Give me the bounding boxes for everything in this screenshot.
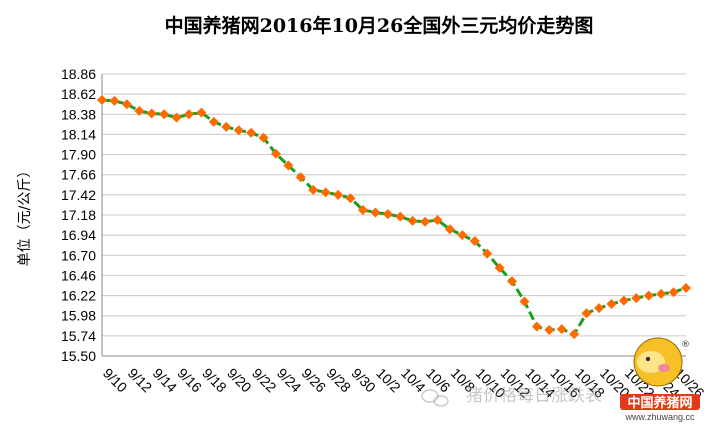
data-point [531, 321, 542, 332]
data-point [370, 207, 381, 218]
data-point [556, 324, 567, 335]
x-tick-label: 9/14 [150, 365, 181, 396]
series-layer [97, 95, 691, 340]
data-point [146, 108, 157, 119]
y-tick-label: 16.46 [61, 267, 96, 283]
data-point [544, 324, 555, 335]
x-tick-label: 9/16 [174, 365, 205, 396]
grid-layer [101, 73, 686, 357]
y-tick-label: 17.18 [61, 207, 96, 223]
data-point [395, 211, 406, 222]
y-tick-label: 17.42 [61, 187, 96, 203]
data-point [183, 109, 194, 120]
y-tick-label: 18.14 [61, 126, 96, 142]
y-tick-label: 16.22 [61, 288, 96, 304]
y-tick-label: 15.50 [61, 348, 96, 364]
data-point [681, 283, 691, 294]
data-point [357, 204, 368, 215]
x-tick-label: 9/28 [324, 365, 355, 396]
data-point [246, 127, 257, 138]
x-tick-labels: 9/109/129/149/169/189/209/229/249/269/28… [100, 365, 708, 401]
data-point [283, 160, 294, 171]
data-point [382, 209, 393, 220]
data-point [109, 95, 120, 106]
data-point [407, 215, 418, 226]
data-point [233, 125, 244, 136]
data-point [507, 276, 518, 287]
y-tick-label: 15.98 [61, 308, 96, 324]
data-point [594, 303, 605, 314]
x-tick-label: 10/2 [373, 365, 404, 396]
data-point [569, 329, 580, 340]
series-line [101, 98, 687, 337]
x-tick-label: 9/10 [100, 365, 131, 396]
data-point [618, 295, 629, 306]
data-point [258, 132, 269, 143]
wechat-icon [421, 389, 449, 407]
x-tick-label: 9/24 [274, 365, 305, 396]
y-tick-labels: 15.50 15.74 15.98 16.22 16.46 16.70 16.94 17.18… [61, 66, 96, 364]
y-tick-label: 17.90 [61, 147, 96, 163]
data-point [221, 121, 232, 132]
x-tick-label: 9/26 [299, 365, 330, 396]
data-point [295, 172, 306, 183]
x-tick-label: 9/20 [224, 365, 255, 396]
data-point [656, 288, 667, 299]
y-tick-label: 18.62 [61, 86, 96, 102]
logo-text: 中国养猪网 [627, 395, 692, 411]
data-point [320, 187, 331, 198]
data-point [581, 308, 592, 319]
data-point [134, 105, 145, 116]
y-tick-label: 17.66 [61, 167, 96, 183]
data-point [668, 287, 679, 298]
data-point [631, 293, 642, 304]
data-point [432, 215, 443, 226]
data-point [208, 116, 219, 127]
data-point [457, 230, 468, 241]
y-tick-label: 16.70 [61, 247, 96, 263]
x-tick-label: 9/22 [249, 365, 280, 396]
y-axis-label: 单位（元/公斤） [17, 164, 33, 267]
data-point [444, 224, 455, 235]
zhuwang-logo: ® 中国养猪网 www.zhuwang.cc [620, 337, 700, 422]
y-tick-label: 18.38 [61, 106, 96, 122]
data-point [519, 296, 530, 307]
data-point [333, 189, 344, 200]
watermark-text: 猪价格每日涨跌表 [466, 386, 602, 406]
data-point [482, 248, 493, 259]
data-point [308, 184, 319, 195]
data-point [97, 95, 107, 106]
data-point [270, 148, 281, 159]
data-point [643, 290, 654, 301]
data-point [469, 236, 480, 247]
y-tick-label: 15.74 [61, 328, 96, 344]
data-point [196, 107, 207, 118]
data-point [494, 262, 505, 273]
data-point [606, 298, 617, 309]
y-tick-label: 16.94 [61, 227, 96, 243]
y-tick-label: 18.86 [61, 66, 96, 82]
data-point [345, 193, 356, 204]
registered-mark: ® [681, 340, 690, 350]
chart-title: 中国养猪网2016年10月26全国外三元均价走势图 [165, 14, 594, 37]
data-point [121, 99, 132, 110]
data-point [420, 216, 431, 227]
data-point [171, 112, 182, 123]
x-tick-label: 9/30 [348, 365, 379, 396]
x-tick-label: 9/18 [199, 365, 230, 396]
logo-url: www.zhuwang.cc [624, 412, 695, 422]
x-tick-label: 9/12 [125, 365, 156, 396]
data-point [159, 109, 170, 120]
